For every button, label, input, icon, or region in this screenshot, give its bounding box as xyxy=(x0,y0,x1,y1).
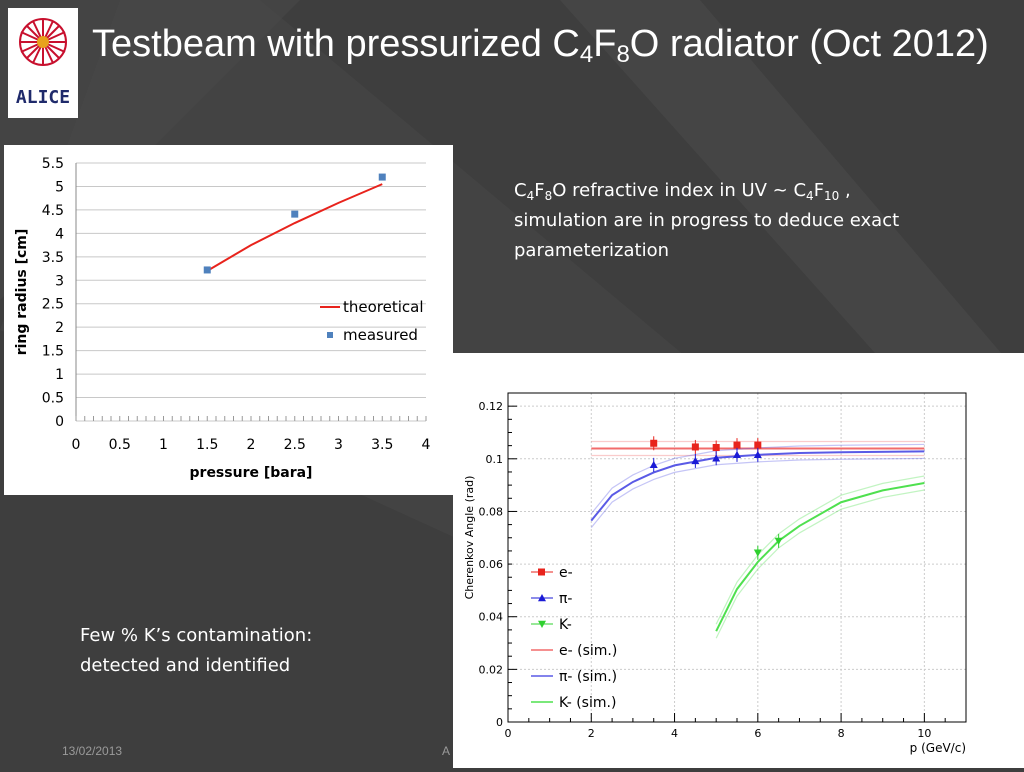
legend-label: K- xyxy=(559,617,572,633)
y-tick-label: 2 xyxy=(55,320,64,336)
y-tick-label: 2.5 xyxy=(42,297,64,313)
legend-label: e- xyxy=(559,565,573,581)
electron-point xyxy=(691,443,699,451)
footer-date: 13/02/2013 xyxy=(62,744,123,758)
legend-label: π- xyxy=(559,591,572,607)
legend-swatch xyxy=(538,594,546,602)
refractive-index-note: C4F8O refractive index in UV ~ C4F10 , s… xyxy=(514,180,900,261)
y-tick-label: 0.06 xyxy=(479,558,504,571)
y-tick-label: 0.08 xyxy=(479,505,504,518)
x-tick-label: 2.5 xyxy=(284,437,306,453)
measured-point xyxy=(291,210,299,218)
x-axis-label: p (GeV/c) xyxy=(910,741,966,755)
legend-label: e- (sim.) xyxy=(559,643,617,659)
y-tick-label: 0.04 xyxy=(479,611,504,624)
x-tick-label: 0 xyxy=(505,727,512,740)
footer-fragment: A xyxy=(442,744,451,758)
legend-measured-swatch xyxy=(327,332,333,338)
y-tick-label: 3.5 xyxy=(42,250,64,266)
cherenkov-angle-chart: 0 2 4 6 8 10 0 0.02 0.04 0.06 0.08 0.1 0.12 p (GeV/c)… xyxy=(463,392,967,755)
radius-vs-pressure-chart: 0 0.5 1 1.5 2 2.5 3 3.5 4 4.5 5 5.5 0 0.5 1 1.5 2 2.5 3 3.5… xyxy=(14,156,431,481)
cherenkov-chart-panel: 0 2 4 6 8 10 0 0.02 0.04 0.06 0.08 0.1 0.12 p (GeV/c)… xyxy=(453,353,1024,768)
y-tick-label: 0.5 xyxy=(42,391,64,407)
sim-band-upper xyxy=(715,475,925,625)
kaon-point xyxy=(774,537,783,545)
sim-band-lower xyxy=(715,489,925,639)
x-tick-label: 4 xyxy=(422,437,431,453)
y-tick-label: 0.1 xyxy=(486,453,504,466)
alice-logo: ALICE xyxy=(8,8,78,118)
contamination-line-2: detected and identified xyxy=(80,655,291,676)
y-tick-label: 4.5 xyxy=(42,203,64,219)
electron-point xyxy=(712,443,720,451)
x-tick-label: 1 xyxy=(159,437,168,453)
electron-point xyxy=(733,441,741,449)
legend-theoretical-label: theoretical xyxy=(343,298,424,316)
x-tick-label: 4 xyxy=(671,727,678,740)
pion-point xyxy=(649,460,658,469)
y-tick-label: 4 xyxy=(55,226,64,242)
pion-point xyxy=(753,450,762,459)
contamination-note: Few % K’s contamination: detected and id… xyxy=(80,621,440,681)
alice-logo-icon xyxy=(19,18,67,66)
sim-band-lower xyxy=(590,457,925,529)
x-tick-label: 3.5 xyxy=(371,437,393,453)
x-tick-label: 0 xyxy=(72,437,81,453)
y-axis-label: ring radius [cm] xyxy=(14,229,30,356)
measured-point xyxy=(378,173,386,181)
electron-point xyxy=(650,439,658,447)
y-tick-label: 1 xyxy=(55,367,64,383)
y-axis-label: Cherenkov Angle (rad) xyxy=(463,476,476,600)
x-tick-label: 8 xyxy=(838,727,845,740)
pion-point xyxy=(691,456,700,465)
slide-title: Testbeam with pressurized C4F8O radiator… xyxy=(92,23,989,68)
x-tick-label: 3 xyxy=(334,437,343,453)
electron-point xyxy=(754,441,762,449)
legend-label: π- (sim.) xyxy=(559,669,617,685)
pion-point xyxy=(712,454,721,462)
legend-swatch xyxy=(538,620,546,628)
x-tick-label: 2 xyxy=(588,727,595,740)
legend-measured-label: measured xyxy=(343,326,418,344)
measured-point xyxy=(203,266,211,274)
x-tick-label: 10 xyxy=(917,727,931,740)
legend-label: K- (sim.) xyxy=(559,695,616,711)
legend-swatch xyxy=(538,568,545,576)
radius-chart-panel: 0 0.5 1 1.5 2 2.5 3 3.5 4 4.5 5 5.5 0 0.5 1 1.5 2 2.5 3 3.5… xyxy=(4,145,453,495)
x-tick-label: 6 xyxy=(754,727,761,740)
contamination-line-1: Few % K’s contamination: xyxy=(80,625,313,646)
y-tick-label: 0 xyxy=(55,414,64,430)
y-tick-label: 0.12 xyxy=(479,400,504,413)
logo-text: ALICE xyxy=(15,87,71,108)
y-tick-label: 5 xyxy=(55,179,64,195)
x-tick-label: 0.5 xyxy=(109,437,131,453)
y-tick-label: 5.5 xyxy=(42,156,64,172)
theoretical-line xyxy=(206,183,383,272)
kaon-point xyxy=(753,549,762,557)
y-tick-label: 1.5 xyxy=(42,344,64,360)
pion-point xyxy=(733,450,741,459)
x-tick-label: 1.5 xyxy=(196,437,218,453)
sim-line xyxy=(715,482,925,632)
y-tick-label: 0 xyxy=(496,716,503,729)
y-tick-label: 3 xyxy=(55,273,64,289)
x-tick-label: 2 xyxy=(247,437,256,453)
y-tick-label: 0.02 xyxy=(479,663,504,676)
x-axis-label: pressure [bara] xyxy=(190,465,313,481)
